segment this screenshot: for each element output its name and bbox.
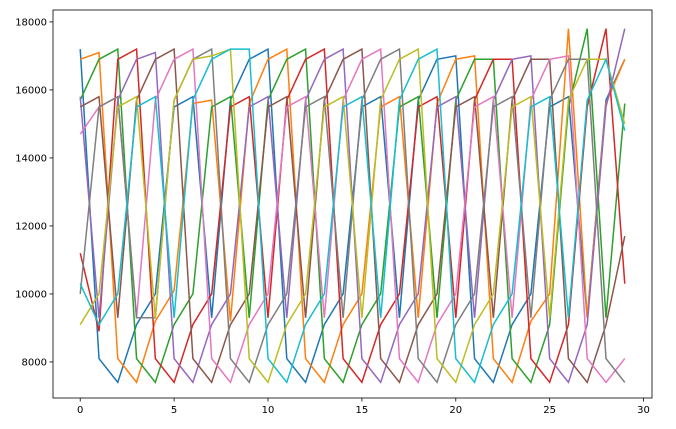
x-tick-label: 20 (449, 405, 462, 416)
axes-frame (52, 9, 653, 399)
y-tick-label: 12000 (15, 221, 47, 232)
y-tick-label: 14000 (15, 153, 47, 164)
series-line (79, 28, 626, 384)
series-line (79, 47, 626, 384)
series-line (79, 47, 626, 384)
x-tick-label: 25 (543, 405, 556, 416)
x-tick-label: 0 (77, 405, 83, 416)
x-tick-label: 5 (171, 405, 177, 416)
plot-lines (79, 28, 626, 384)
x-tick-label: 10 (262, 405, 275, 416)
y-tick-label: 18000 (15, 17, 47, 28)
x-tick-label: 30 (637, 405, 650, 416)
y-tick-label: 16000 (15, 85, 47, 96)
y-tick-label: 10000 (15, 289, 47, 300)
series-line (79, 28, 626, 384)
x-tick-label: 15 (356, 405, 369, 416)
y-tick-label: 8000 (22, 357, 47, 368)
series-line (79, 47, 626, 384)
series-line (79, 47, 626, 384)
